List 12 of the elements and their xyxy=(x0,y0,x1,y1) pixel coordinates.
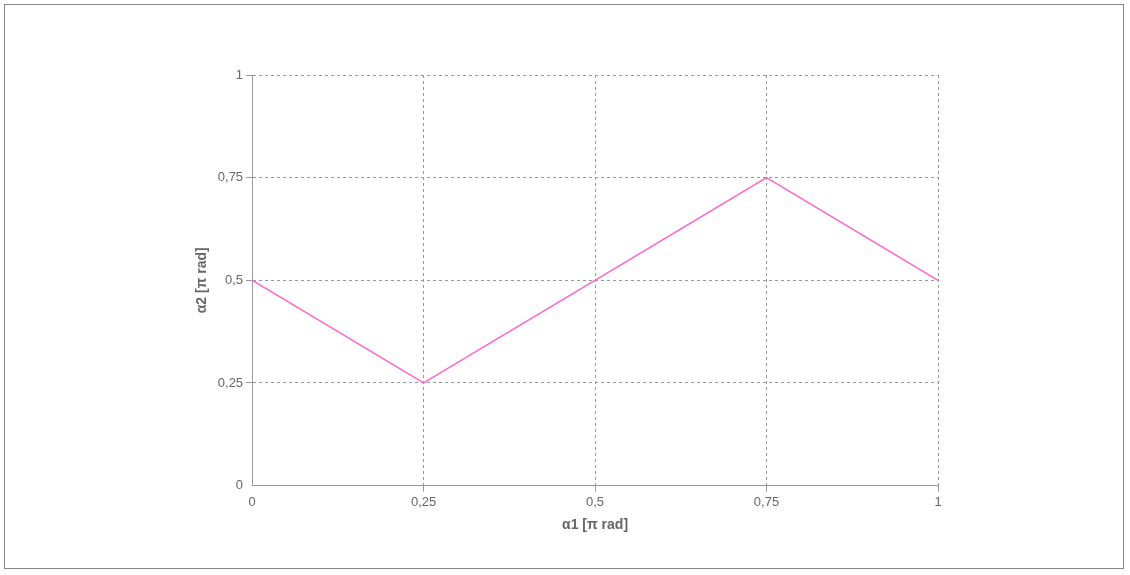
y-tick-label: 1 xyxy=(235,66,244,82)
y-axis-title: α2 [π rad] xyxy=(193,247,210,314)
x-tick-label: 0,5 xyxy=(586,493,605,509)
y-tick-label: 0,25 xyxy=(217,374,244,390)
x-axis-title: α1 [π rad] xyxy=(562,516,629,533)
y-tick-label: 0 xyxy=(235,477,244,493)
x-tick-label: 1 xyxy=(934,493,942,509)
x-tick-label: 0 xyxy=(248,493,256,509)
x-tick-label: 0,25 xyxy=(410,493,437,509)
y-tick-label: 0,5 xyxy=(225,271,244,287)
y-tick-label: 0,75 xyxy=(217,169,244,185)
x-tick-label: 0,75 xyxy=(753,493,780,509)
